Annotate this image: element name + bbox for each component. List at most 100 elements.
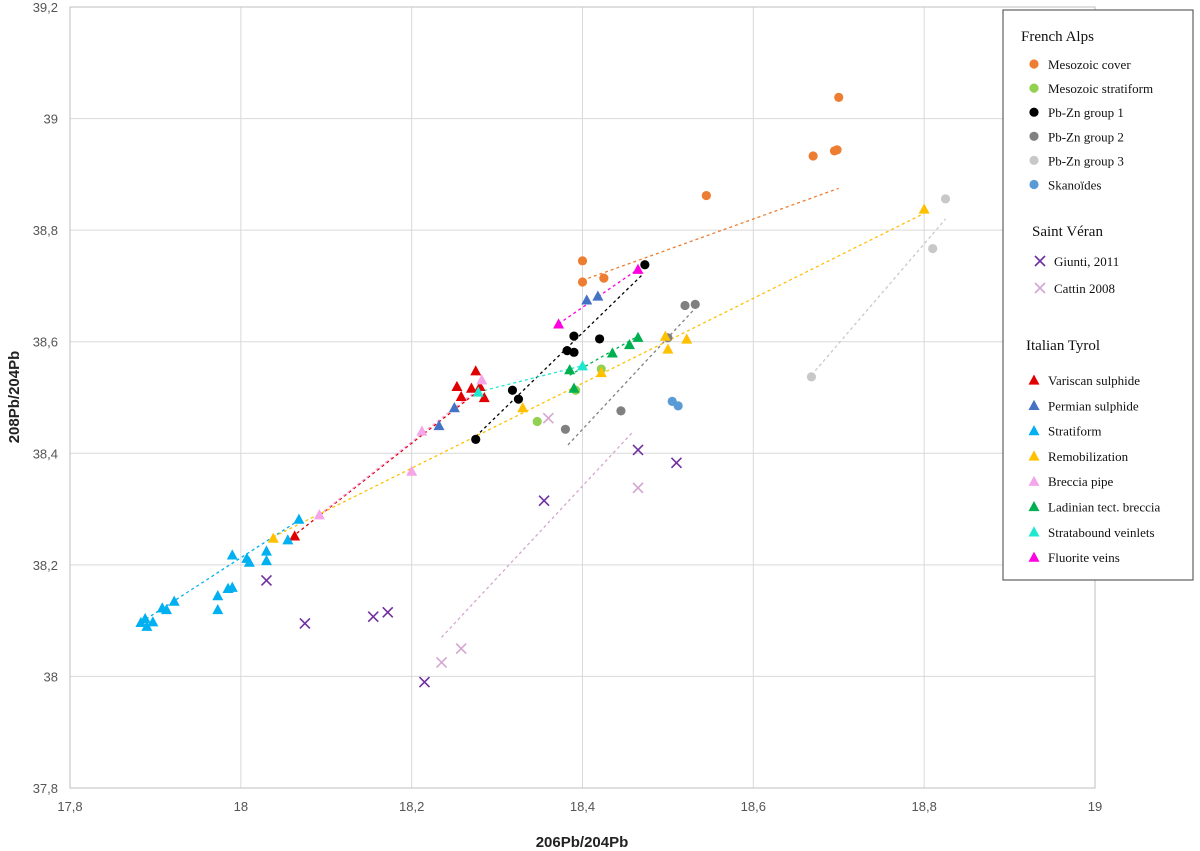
legend-label-remobilization: Remobilization [1048,449,1129,464]
cattin-2008-point [542,412,554,424]
y-tick-label: 39,2 [33,0,58,15]
x-tick-label: 18,2 [399,799,424,814]
y-tick-label: 39 [44,112,58,127]
variscan-sulphide-point [465,382,477,393]
remobilization-point [918,203,930,214]
stratiform-point [212,590,224,601]
fluorite-veins-point [553,318,565,329]
mesozoic-stratiform-point [532,416,542,427]
remobilization-point [267,532,279,543]
remobilization-point [662,343,674,354]
variscan-sulphide-point [478,392,490,403]
giunti-2011-point [367,611,379,623]
permian-sulphide-point [592,290,604,301]
giunti-2011-point [632,444,644,456]
giunti-2011-point [538,495,550,507]
pb-zn-group-2-point [690,299,700,309]
pb-zn-group-2-point [680,300,690,311]
stratiform-point [212,603,224,615]
pb-zn-group-1-point [507,385,518,395]
legend-marker-permian-sulphide [1028,399,1040,410]
mesozoic-cover-point [701,190,711,201]
stratiform-point [226,549,238,560]
ladinian-tect-breccia-point [606,347,618,358]
pb-zn-group-1-point [569,347,579,357]
stratiform-point [260,545,272,556]
giunti-2011-point [260,574,273,587]
stratiform-point [147,616,159,627]
x-tick-label: 18,4 [570,799,595,814]
fluorite-veins-point [632,263,644,274]
legend-marker-pb-zn-group-1 [1029,107,1039,117]
permian-sulphide-point [448,402,460,413]
variscan-sulphide-point [451,380,463,392]
giunti-2011-point [299,617,311,629]
pb-zn-group-1-point [640,260,650,270]
legend-label-mesozoic-cover: Mesozoic cover [1048,57,1131,72]
legend-group-title: French Alps [1021,29,1094,45]
x-tick-label: 18,6 [741,799,766,814]
stratabound-veinlets-point [472,386,484,397]
cattin-2008-trend-line [441,430,635,638]
y-tick-labels: 37,8 38 38,2 38,4 38,6 38,8 39 39,2 [33,0,58,796]
legend-label-pb-zn-group-2: Pb-Zn group 2 [1048,129,1124,144]
pb-zn-group-2-trend-line [567,307,696,446]
giunti-2011-point [418,676,431,688]
variscan-sulphide-point [455,390,467,402]
y-tick-label: 38,2 [33,558,58,573]
legend-marker-mesozoic-cover [1029,59,1039,69]
x-tick-label: 18,8 [912,799,937,814]
legend-marker-skano-des [1029,179,1039,190]
legend-marker-stratabound-veinlets [1028,526,1040,537]
pb-zn-group-1-point [471,434,481,444]
legend-label-ladinian-tect-breccia: Ladinian tect. breccia [1048,500,1160,515]
legend-label-skano-des: Skanoïdes [1048,178,1101,193]
y-axis-title: 208Pb/204Pb [6,351,23,444]
breccia-pipe-trend-line [319,385,483,516]
stratiform-point [141,620,153,631]
legend-label-stratabound-veinlets: Stratabound veinlets [1048,525,1155,540]
variscan-sulphide-point [289,530,301,541]
pb-zn-group-3-point [940,194,951,204]
y-tick-label: 37,8 [33,781,58,796]
legend-group-title: Italian Tyrol [1026,338,1100,354]
cattin-2008-point [455,642,467,655]
legend-marker-fluorite-veins [1028,551,1040,562]
stratiform-point [168,595,180,606]
stratiform-point [139,612,151,624]
legend-marker-pb-zn-group-2 [1029,131,1039,141]
pb-zn-group-3-trend-line [810,218,947,376]
mesozoic-cover-point [808,151,818,161]
mesozoic-cover-point [577,256,588,266]
legend-marker-pb-zn-group-3 [1029,155,1039,165]
pb-zn-group-2-point [560,424,571,434]
ladinian-tect-breccia-point [632,331,644,342]
remobilization-point [517,402,529,413]
mesozoic-cover-point [832,145,842,155]
pb-zn-group-3-point [928,243,938,254]
pb-zn-group-1-point [569,331,579,341]
ladinian-tect-breccia-point [623,339,635,350]
x-tick-label: 18 [234,799,248,814]
legend-label-pb-zn-group-3: Pb-Zn group 3 [1048,153,1124,168]
legend-label-pb-zn-group-1: Pb-Zn group 1 [1048,105,1124,120]
breccia-pipe-point [406,465,418,476]
remobilization-trend-line [273,212,925,538]
grid-lines [69,6,1096,789]
pb-zn-group-2-point [616,406,626,416]
legend-label-variscan-sulphide: Variscan sulphide [1048,373,1140,388]
x-tick-label: 17,8 [57,799,82,814]
x-axis-title: 206Pb/204Pb [536,834,629,851]
legend-label-cattin-2008: Cattin 2008 [1054,281,1115,296]
pb-zn-group-1-trend-line [475,274,643,438]
skano-des-point [673,401,683,411]
legend-marker-mesozoic-stratiform [1029,83,1039,93]
legend-marker-ladinian-tect-breccia [1028,501,1040,512]
stratiform-point [243,556,255,567]
y-tick-label: 38,8 [33,223,58,238]
legend-label-permian-sulphide: Permian sulphide [1048,398,1139,413]
cattin-2008-point [435,656,448,669]
giunti-2011-point [382,606,394,618]
legend-marker-remobilization [1028,450,1040,461]
